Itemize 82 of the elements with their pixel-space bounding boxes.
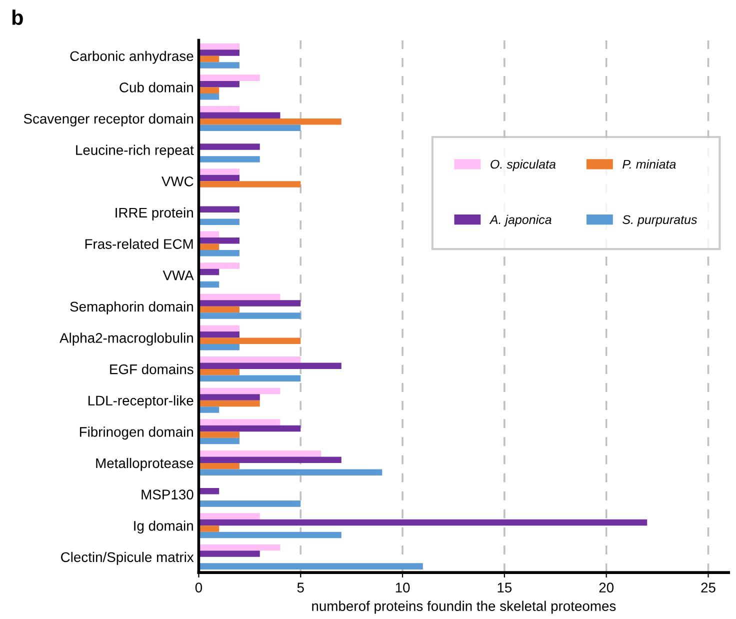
bar	[198, 438, 240, 444]
bar	[198, 168, 240, 175]
bar	[198, 406, 220, 413]
bar	[198, 144, 260, 150]
bar	[198, 106, 240, 112]
y-tick-label: VWC	[162, 176, 194, 186]
y-tick-label: Alpha2-macroglobulin	[60, 332, 193, 346]
bar	[198, 488, 220, 494]
bar	[198, 450, 322, 457]
bar	[198, 344, 240, 350]
bar	[198, 331, 240, 338]
bar	[198, 419, 280, 426]
y-tick-label: Semaphorin domain	[70, 301, 193, 314]
legend-label: P. miniata	[622, 159, 676, 169]
y-tick-label: Clectin/Spicule matrix	[61, 552, 194, 565]
bar	[198, 362, 342, 370]
y-tick-label: LDL-receptor-like	[88, 395, 194, 408]
bar	[198, 425, 301, 432]
x-tick-label: 25	[701, 582, 716, 592]
legend-label: O. spiculata	[490, 159, 556, 172]
y-tick-label: Leucine-rich repeat	[76, 144, 194, 158]
bar	[198, 544, 280, 551]
x-tick-label: 0	[195, 582, 202, 592]
bar	[198, 369, 240, 376]
y-tick-label: Cub domain	[120, 82, 193, 92]
bar	[198, 118, 342, 125]
y-tick-label: Scavenger receptor domain	[24, 113, 193, 126]
x-tick-label: 10	[396, 582, 410, 592]
bar	[198, 513, 260, 520]
bar	[198, 62, 240, 68]
bar	[198, 394, 260, 400]
bar	[198, 375, 301, 382]
x-tick-label: 15	[498, 582, 512, 592]
bar	[198, 388, 280, 394]
bar	[198, 87, 220, 94]
bar	[198, 294, 280, 300]
y-tick-label: Fibrinogen domain	[80, 426, 193, 440]
bar	[198, 218, 240, 225]
y-tick-label: Fras-related ECM	[85, 238, 193, 249]
bar	[198, 519, 648, 526]
bar	[198, 563, 423, 570]
bar	[198, 456, 342, 463]
bar	[198, 306, 240, 313]
text: b	[12, 10, 23, 25]
y-tick-label: Metalloprotease	[96, 458, 194, 471]
bar	[198, 262, 240, 269]
bar	[198, 550, 260, 557]
bar	[198, 250, 240, 256]
bar	[198, 325, 240, 332]
bar	[198, 526, 220, 532]
bar	[198, 80, 240, 88]
bar	[198, 50, 240, 56]
y-tick-label: VWA	[162, 270, 194, 280]
bar	[198, 462, 240, 470]
bar	[198, 356, 301, 363]
legend-label: S. purpuratus	[622, 215, 697, 227]
bar	[198, 500, 301, 507]
x-axis-title: numberof proteins foundin the skeletal proteomes	[312, 600, 616, 614]
legend-label: A. japonica	[489, 214, 552, 227]
bar	[198, 432, 240, 438]
bar	[198, 532, 342, 538]
y-tick-label: EGF domains	[110, 364, 194, 374]
bar	[198, 312, 301, 319]
y-tick-label: MSP130	[142, 490, 194, 500]
y-tick-label: Carbonic anhydrase	[70, 50, 194, 64]
bar	[198, 400, 260, 407]
bar	[198, 206, 240, 212]
bar	[198, 181, 301, 188]
x-tick-label: 20	[599, 582, 614, 592]
bar	[198, 74, 260, 81]
bar	[198, 112, 280, 119]
bar	[198, 469, 382, 476]
y-tick-label: IRRE protein	[116, 207, 193, 220]
bar	[198, 174, 240, 182]
bar	[198, 43, 240, 50]
bar	[198, 156, 260, 162]
bar	[198, 300, 301, 306]
bar	[198, 338, 301, 344]
bar	[198, 238, 240, 244]
x-tick-label: 5	[297, 582, 304, 592]
bar	[198, 124, 301, 132]
y-tick-label: Ig domain	[134, 520, 193, 534]
